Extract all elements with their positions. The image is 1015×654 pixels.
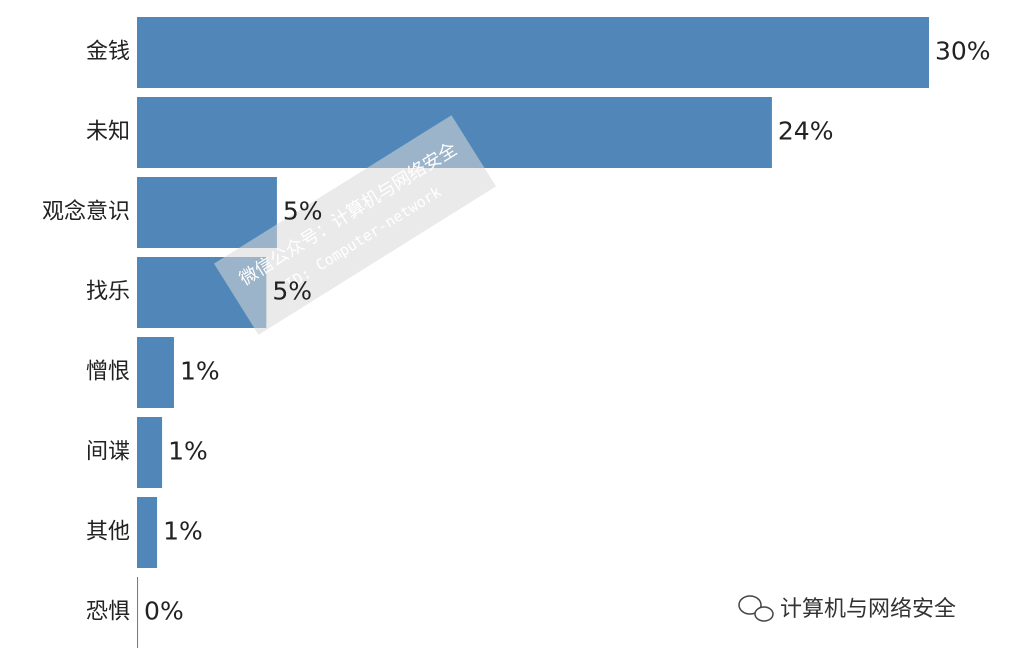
value-label: 30% [935, 37, 991, 66]
category-label: 找乐 [86, 280, 130, 305]
bar [137, 337, 174, 408]
logo [738, 595, 774, 622]
bar [137, 417, 163, 488]
value-label: 1% [180, 357, 220, 386]
category-label: 金钱 [86, 40, 130, 65]
bar [137, 177, 277, 248]
bar [137, 17, 929, 88]
brand-text: 计算机与网络安全 [780, 597, 956, 622]
category-label: 未知 [86, 120, 130, 145]
category-label: 其他 [86, 520, 130, 545]
category-label: 恐惧 [86, 600, 130, 625]
value-label: 5% [272, 277, 312, 306]
category-label: 憎恨 [86, 360, 130, 385]
value-label: 1% [163, 517, 203, 546]
bar [137, 577, 139, 648]
value-label: 1% [168, 437, 208, 466]
category-label: 观念意识 [42, 200, 130, 225]
value-label: 24% [778, 117, 834, 146]
bar [137, 497, 158, 568]
value-label: 5% [283, 197, 323, 226]
watermark-box [214, 115, 496, 335]
category-label: 间谍 [86, 440, 130, 465]
value-label: 0% [144, 597, 184, 626]
